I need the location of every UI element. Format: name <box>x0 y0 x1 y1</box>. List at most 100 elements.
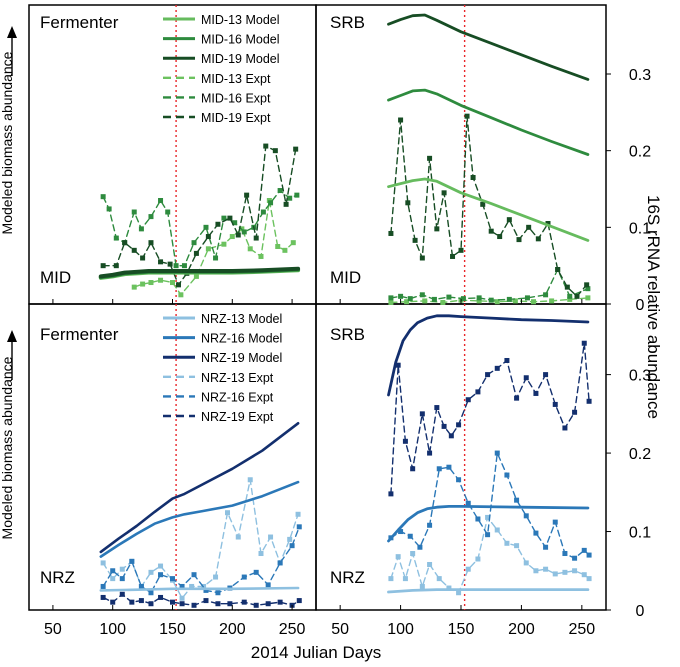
data-point <box>412 237 418 243</box>
data-point <box>419 292 425 298</box>
data-point <box>100 560 106 566</box>
x-tick-label: 250 <box>279 621 306 638</box>
panel-frame-nrz-fermenter <box>28 303 317 611</box>
data-point <box>170 280 175 286</box>
data-point <box>485 372 491 378</box>
data-point <box>227 601 233 607</box>
site-label: NRZ <box>40 568 75 587</box>
data-point <box>277 599 283 605</box>
data-point <box>465 397 471 403</box>
data-point <box>247 246 253 252</box>
data-point <box>241 599 247 605</box>
data-point <box>205 234 211 240</box>
x-tick-label: 200 <box>508 621 535 638</box>
data-point <box>446 464 452 470</box>
data-point <box>191 572 197 578</box>
legend-label: NRZ-19 Model <box>201 351 282 365</box>
data-point <box>460 296 466 302</box>
data-point <box>181 263 187 269</box>
data-point <box>581 547 587 553</box>
series-line <box>390 297 589 304</box>
data-point <box>290 240 296 246</box>
data-point <box>232 220 238 226</box>
series-line <box>387 314 590 397</box>
data-point <box>148 601 154 607</box>
data-point <box>494 527 500 533</box>
data-point <box>258 253 264 259</box>
data-point <box>441 190 447 196</box>
data-point <box>552 401 558 407</box>
data-point <box>533 530 539 536</box>
data-point <box>476 298 482 304</box>
data-point <box>179 595 185 601</box>
data-point <box>229 234 235 240</box>
data-point <box>567 296 573 302</box>
data-point <box>268 534 274 540</box>
panel-frame-mid-fermenter <box>28 4 317 305</box>
x-tick-label: 50 <box>44 621 62 638</box>
data-point <box>148 590 154 596</box>
y-tick-label: 0.3 <box>629 67 651 84</box>
data-point <box>465 566 471 572</box>
series-line <box>102 479 299 599</box>
right-y-axis-label: 16S rRNA relative abundance <box>644 195 663 419</box>
data-point <box>253 235 259 241</box>
data-point <box>450 253 456 259</box>
data-point <box>388 230 394 236</box>
data-point <box>100 583 106 589</box>
data-point <box>275 244 281 249</box>
data-point <box>140 255 146 261</box>
data-point <box>562 569 568 575</box>
data-point <box>100 263 106 269</box>
data-point <box>148 280 154 286</box>
data-point <box>441 423 447 429</box>
data-point <box>485 514 491 520</box>
up-arrow-icon <box>7 26 17 38</box>
data-point <box>100 194 106 200</box>
data-point <box>404 299 410 305</box>
data-point <box>241 229 247 235</box>
data-point <box>476 295 482 301</box>
data-point <box>170 599 175 605</box>
legend-label: MID-13 Expt <box>201 72 271 86</box>
data-point <box>241 574 247 580</box>
data-point <box>235 534 241 540</box>
data-point <box>434 405 440 411</box>
panel-0 <box>98 5 301 304</box>
data-point <box>225 510 231 516</box>
data-point <box>221 215 227 221</box>
data-point <box>549 298 555 304</box>
site-label: NRZ <box>330 568 365 587</box>
data-point <box>131 247 137 253</box>
data-point <box>584 282 590 288</box>
panel-title: Fermenter <box>40 325 119 344</box>
data-point <box>504 472 510 478</box>
data-point <box>398 117 404 123</box>
data-point <box>572 409 578 415</box>
data-point <box>272 148 278 154</box>
data-point <box>572 555 578 561</box>
data-point <box>552 571 558 577</box>
data-point <box>283 201 289 207</box>
data-point <box>475 556 481 562</box>
x-tick-label: 150 <box>448 621 475 638</box>
x-axis-label: 2014 Julian Days <box>251 643 381 662</box>
data-point <box>504 540 510 546</box>
data-point <box>296 598 302 604</box>
series-line <box>102 189 298 267</box>
data-point <box>100 594 106 600</box>
legend-label: NRZ-19 Expt <box>201 410 274 424</box>
series-line <box>387 88 590 156</box>
data-point <box>533 568 539 574</box>
data-point <box>129 599 135 605</box>
data-point <box>395 554 401 560</box>
data-point <box>158 594 164 600</box>
data-point <box>295 511 301 517</box>
data-point <box>215 221 221 227</box>
data-point <box>268 200 274 206</box>
data-point <box>407 533 413 539</box>
data-point <box>488 228 494 234</box>
data-point <box>535 236 541 242</box>
data-point <box>148 214 154 220</box>
data-point <box>419 411 425 417</box>
